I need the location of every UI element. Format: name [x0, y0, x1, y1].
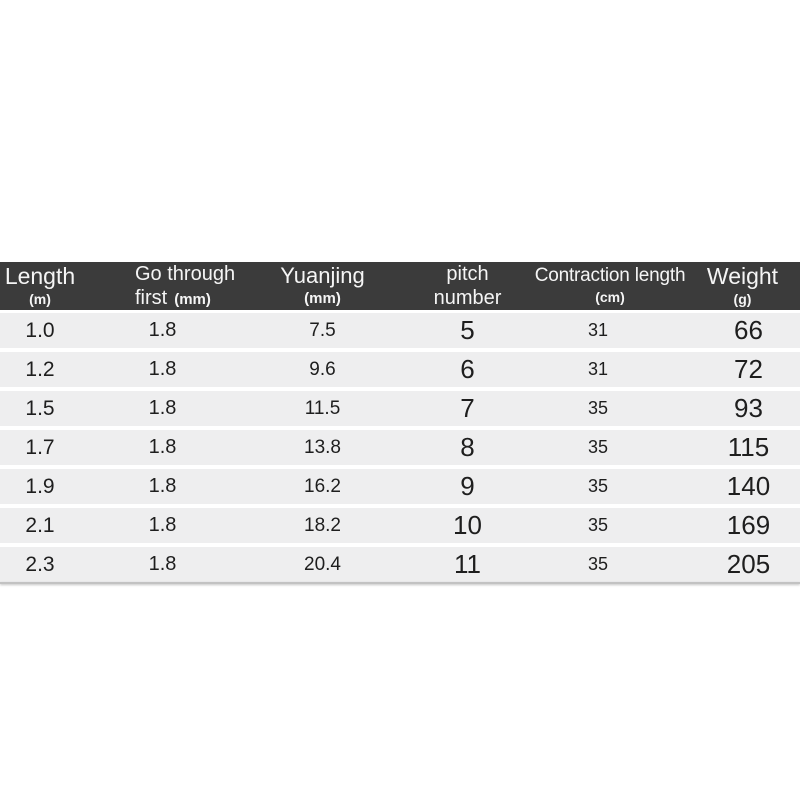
table-cell-contraction-length: 35	[587, 398, 609, 418]
table-cell-length: 1.2	[25, 357, 55, 381]
table-row: 2.3 1.8 20.4 11 35 205	[0, 547, 800, 582]
table-cell-yuanjing: 16.2	[304, 475, 341, 497]
table-cell-length: 2.1	[25, 513, 55, 537]
column-title: Length	[4, 262, 76, 289]
table-cell-pitch-number: 10	[453, 510, 482, 540]
table-cell-yuanjing: 11.5	[304, 397, 341, 419]
column-unit: (mm)	[174, 291, 211, 308]
column-header-length: Length (m)	[0, 262, 80, 310]
table-cell-yuanjing: 20.4	[304, 553, 341, 575]
table-cell-length: 1.9	[25, 474, 55, 498]
table-cell-weight: 115	[727, 432, 770, 462]
column-subtitle: (m)	[29, 291, 51, 309]
table-cell-pitch-number: 5	[460, 315, 475, 345]
column-title: Go through	[135, 263, 236, 285]
table-row: 1.0 1.8 7.5 5 31 66	[0, 313, 800, 348]
column-title-line2: first	[135, 287, 168, 309]
column-subtitle: (g)	[734, 291, 752, 309]
table-cell-pitch-number: 8	[460, 432, 475, 462]
table-cell-go-through-first: 1.8	[148, 553, 177, 575]
column-unit: (mm)	[304, 290, 341, 308]
table-cell-length: 1.0	[25, 318, 55, 342]
column-title: Weight	[706, 262, 779, 289]
table-cell-length: 1.5	[25, 396, 55, 420]
table-bottom-edge	[0, 582, 800, 584]
column-unit: (g)	[733, 290, 752, 307]
table-cell-pitch-number: 11	[454, 549, 481, 579]
table-cell-go-through-first: 1.8	[148, 475, 177, 497]
table-cell-weight: 169	[726, 510, 771, 540]
table-cell-contraction-length: 31	[587, 320, 609, 340]
table-cell-go-through-first: 1.8	[148, 436, 177, 458]
table-cell-yuanjing: 9.6	[309, 358, 336, 380]
table-cell-contraction-length: 35	[587, 554, 609, 574]
table-row: 1.5 1.8 11.5 7 35 93	[0, 391, 800, 426]
table-cell-weight: 72	[734, 354, 763, 384]
table-cell-contraction-length: 35	[587, 515, 609, 535]
table-row: 1.7 1.8 13.8 8 35 115	[0, 430, 800, 465]
table-cell-yuanjing: 7.5	[309, 319, 336, 341]
table-cell-go-through-first: 1.8	[148, 319, 177, 341]
column-title: Contraction length	[534, 264, 686, 286]
table-cell-go-through-first: 1.8	[148, 358, 177, 380]
table-row: 1.2 1.8 9.6 6 31 72	[0, 352, 800, 387]
table-cell-go-through-first: 1.8	[148, 514, 177, 536]
table-cell-pitch-number: 6	[460, 354, 475, 384]
table-cell-pitch-number: 7	[460, 393, 475, 423]
product-spec-table: Length (m) Go through first (mm) Yuanjing…	[0, 262, 800, 584]
table-cell-weight: 140	[726, 471, 771, 501]
table-header-row: Length (m) Go through first (mm) Yuanjing…	[0, 262, 800, 310]
column-header-pitch-number: pitch number	[400, 262, 535, 310]
column-title-line2: number	[433, 287, 502, 309]
table-cell-weight: 66	[734, 315, 763, 345]
column-subtitle: number	[434, 287, 502, 309]
column-unit: (m)	[29, 290, 51, 307]
column-subtitle: (mm)	[304, 290, 341, 308]
column-subtitle: first (mm)	[135, 287, 211, 309]
table-row: 1.9 1.8 16.2 9 35 140	[0, 469, 800, 504]
table-cell-yuanjing: 13.8	[304, 436, 341, 458]
table-cell-pitch-number: 9	[460, 471, 475, 501]
table-cell-weight: 93	[734, 393, 763, 423]
table-body: 1.0 1.8 7.5 5 31 66 1.2 1.8 9.6 6 31 72 …	[0, 313, 800, 582]
column-unit: (cm)	[595, 288, 625, 305]
table-cell-yuanjing: 18.2	[304, 514, 341, 536]
table-cell-contraction-length: 35	[587, 476, 609, 496]
table-cell-length: 2.3	[25, 552, 55, 576]
column-header-go-through-first: Go through first (mm)	[80, 262, 245, 310]
table-cell-go-through-first: 1.8	[148, 397, 177, 419]
column-header-contraction-length: Contraction length (cm)	[534, 262, 686, 310]
column-header-weight: Weight (g)	[685, 262, 800, 310]
table-cell-contraction-length: 31	[587, 359, 609, 379]
column-title: Yuanjing	[280, 263, 365, 289]
column-subtitle: (cm)	[595, 289, 625, 307]
column-header-yuanjing: Yuanjing (mm)	[245, 262, 400, 310]
table-cell-length: 1.7	[25, 435, 55, 459]
column-title: pitch	[446, 263, 489, 285]
table-row: 2.1 1.8 18.2 10 35 169	[0, 508, 800, 543]
table-cell-weight: 205	[726, 549, 771, 579]
table-cell-contraction-length: 35	[587, 437, 609, 457]
